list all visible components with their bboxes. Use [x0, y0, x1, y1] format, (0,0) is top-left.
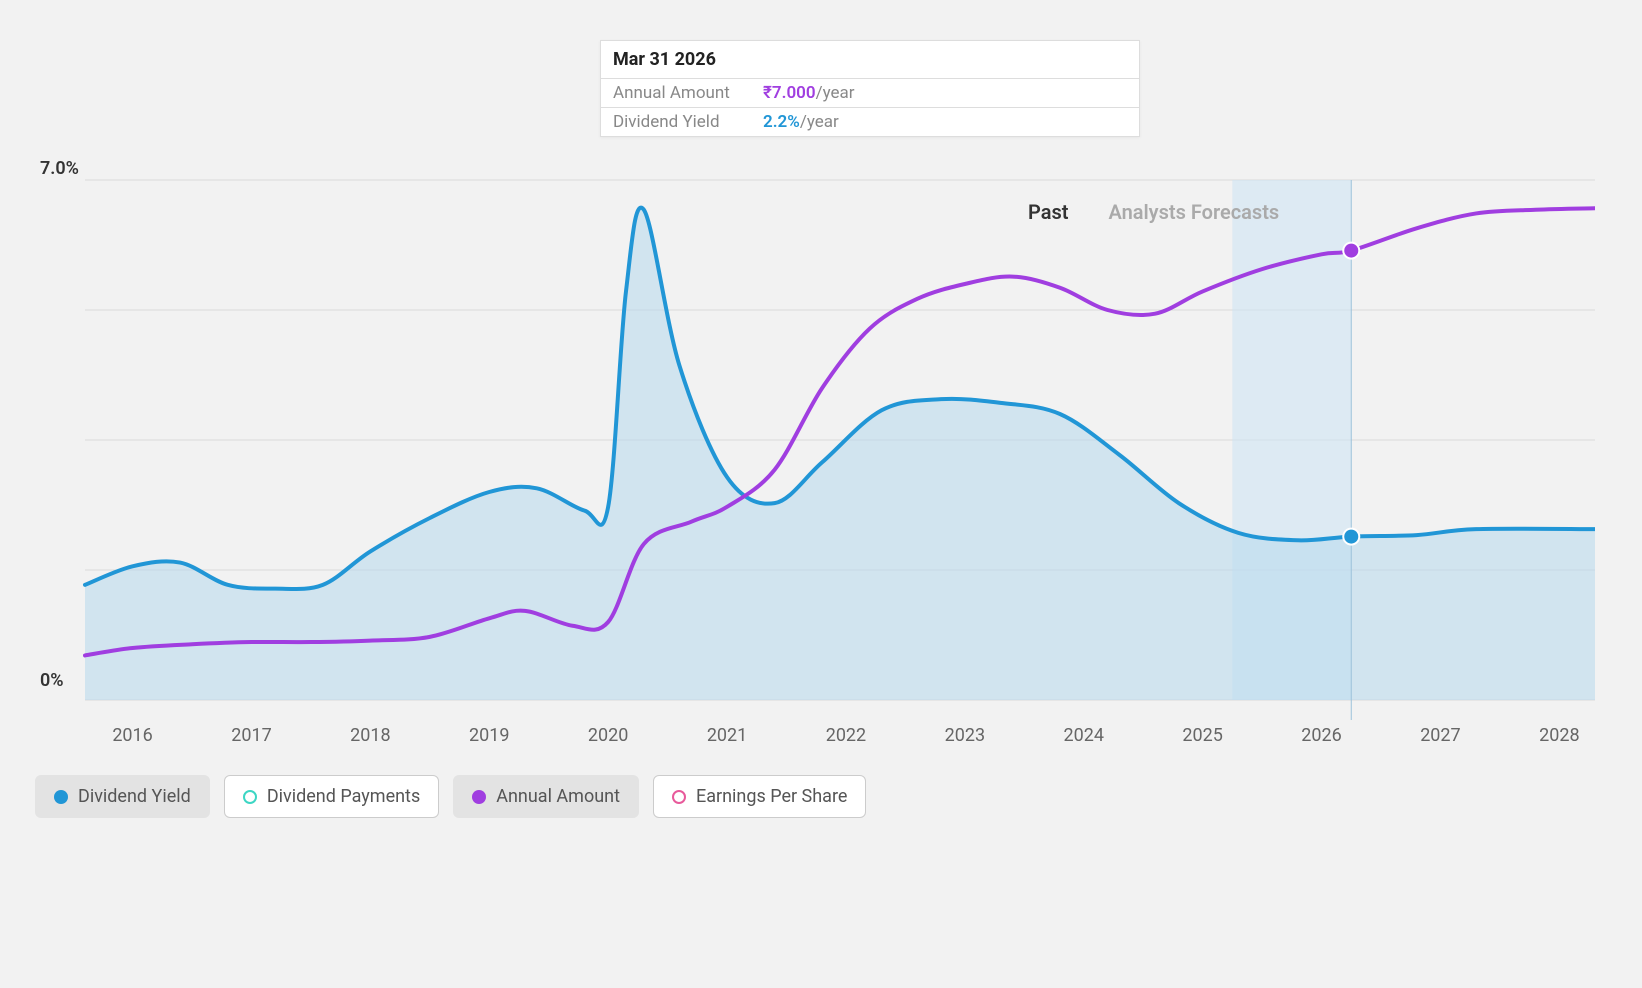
legend-item-label: Dividend Yield [78, 786, 191, 807]
chart-legend: Dividend Yield Dividend Payments Annual Am… [35, 775, 866, 818]
tooltip-row: Annual Amount₹7.000/year [601, 79, 1139, 108]
chart-svg[interactable] [35, 160, 1595, 720]
past-forecast-labels: Past Analysts Forecasts [1028, 200, 1279, 224]
x-axis-tick: 2023 [945, 725, 985, 746]
x-axis-tick: 2017 [231, 725, 271, 746]
legend-item[interactable]: Dividend Yield [35, 775, 210, 818]
tooltip-row-label: Annual Amount [613, 83, 763, 103]
legend-marker-icon [472, 790, 486, 804]
x-axis-tick: 2025 [1182, 725, 1222, 746]
x-axis: 2016 2017 2018 2019 2020 2021 2022 2023 2024 2025… [85, 725, 1595, 755]
label-past: Past [1028, 200, 1068, 224]
legend-marker-icon [672, 790, 686, 804]
x-axis-tick: 2028 [1539, 725, 1579, 746]
x-axis-tick: 2020 [588, 725, 628, 746]
tooltip-date: Mar 31 2026 [601, 41, 1139, 79]
legend-item-label: Earnings Per Share [696, 786, 847, 807]
x-axis-tick: 2018 [350, 725, 390, 746]
legend-marker-icon [243, 790, 257, 804]
x-axis-tick: 2021 [707, 725, 747, 746]
x-axis-tick: 2016 [112, 725, 152, 746]
tooltip-row: Dividend Yield2.2%/year [601, 108, 1139, 136]
tooltip-row-value: ₹7.000/year [763, 83, 855, 103]
x-axis-tick: 2024 [1064, 725, 1104, 746]
chart-tooltip: Mar 31 2026 Annual Amount₹7.000/yearDivi… [600, 40, 1140, 137]
x-axis-tick: 2022 [826, 725, 866, 746]
tooltip-row-value: 2.2%/year [763, 112, 839, 132]
legend-item-label: Dividend Payments [267, 786, 420, 807]
chart-container [35, 160, 1595, 720]
label-forecast: Analysts Forecasts [1108, 200, 1279, 224]
x-axis-tick: 2027 [1420, 725, 1460, 746]
x-axis-tick: 2026 [1301, 725, 1341, 746]
legend-item[interactable]: Annual Amount [453, 775, 639, 818]
tooltip-row-label: Dividend Yield [613, 112, 763, 132]
legend-item[interactable]: Earnings Per Share [653, 775, 866, 818]
legend-marker-icon [54, 790, 68, 804]
legend-item-label: Annual Amount [496, 786, 620, 807]
legend-item[interactable]: Dividend Payments [224, 775, 439, 818]
x-axis-tick: 2019 [469, 725, 509, 746]
